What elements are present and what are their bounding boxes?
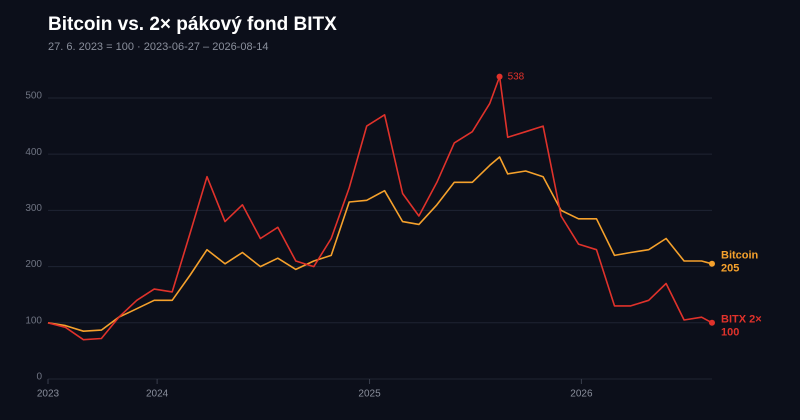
series-line <box>47 156 713 332</box>
end-dot <box>709 260 715 267</box>
chart-title: Bitcoin vs. 2× pákový fond BITX <box>48 14 337 35</box>
x-tick-label: 2025 <box>358 389 381 400</box>
y-tick-label: 500 <box>25 91 42 102</box>
chart-subtitle: 27. 6. 2023 = 100 · 2023-06-27 – 2026-08… <box>48 41 268 53</box>
peak-label: 538 <box>508 71 525 82</box>
y-tick-label: 300 <box>25 203 42 214</box>
series-label: Bitcoin <box>721 250 759 262</box>
y-tick-label: 100 <box>25 315 42 326</box>
y-tick-label: 0 <box>36 372 42 383</box>
x-tick-label: 2024 <box>146 389 169 400</box>
end-value-label: 205 <box>721 263 739 275</box>
x-tick-label: 2026 <box>570 389 593 400</box>
y-tick-label: 200 <box>25 259 42 270</box>
series-line <box>47 75 713 341</box>
y-tick-label: 400 <box>25 147 42 158</box>
end-dot <box>709 319 715 326</box>
x-tick-label: 2023 <box>37 389 60 400</box>
peak-dot <box>496 73 503 80</box>
end-value-label: 100 <box>721 327 739 339</box>
series-label: BITX 2× <box>721 314 762 326</box>
